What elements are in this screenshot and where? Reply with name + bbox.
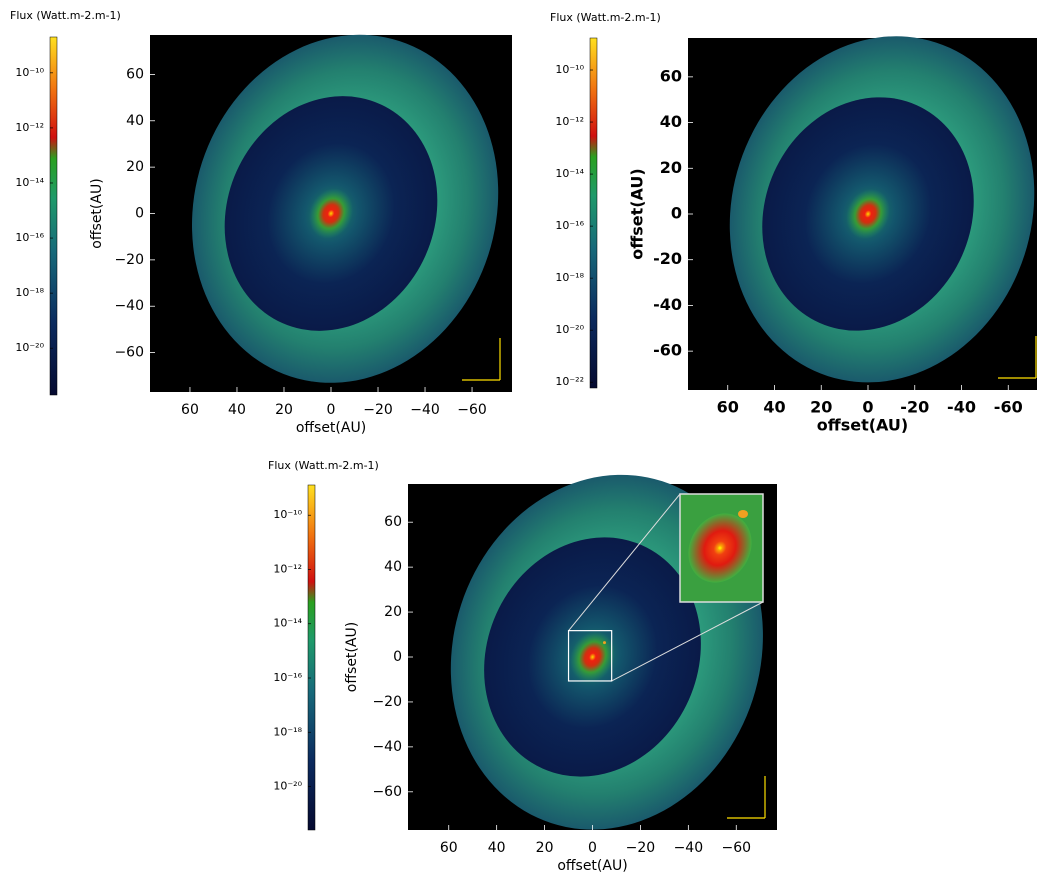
- x-tick-label: 60: [717, 398, 739, 417]
- y-tick-label: 40: [126, 113, 144, 129]
- x-tick-label: 0: [327, 402, 336, 418]
- colorbar-tick-label: 10⁻¹²: [15, 121, 44, 134]
- colorbar-tick-label: 10⁻¹⁸: [555, 271, 584, 284]
- colorbar-tick-label: 10⁻¹⁶: [273, 671, 302, 684]
- x-tick-label: −60: [457, 402, 487, 418]
- disk: [192, 34, 499, 383]
- y-tick-label: -40: [653, 295, 682, 314]
- x-tick-label: −60: [721, 840, 751, 856]
- zoom-companion: [738, 510, 748, 518]
- colorbar-tick-label: 10⁻¹⁰: [15, 66, 44, 79]
- compass-east: E: [984, 372, 992, 387]
- colorbar-tick-label: 10⁻¹⁸: [273, 725, 302, 738]
- x-tick-label: 20: [810, 398, 832, 417]
- x-tick-label: 40: [763, 398, 785, 417]
- x-axis-label: offset(AU): [557, 858, 627, 874]
- disk: [729, 36, 1035, 383]
- colorbar-tick-label: 10⁻²⁰: [273, 780, 302, 793]
- central-source: [846, 188, 890, 240]
- x-tick-label: -40: [947, 398, 976, 417]
- y-tick-label: −60: [114, 345, 144, 361]
- colorbar-tick-label: 10⁻¹⁰: [273, 508, 302, 521]
- y-tick-label: 40: [384, 559, 402, 575]
- colorbar-tick-label: 10⁻¹⁰: [555, 63, 584, 76]
- zoom-source-box: [567, 630, 613, 682]
- colorbar: [307, 484, 316, 831]
- colorbar-tick-label: 10⁻¹²: [555, 115, 584, 128]
- x-tick-label: 20: [536, 840, 554, 856]
- y-axis-label: offset(AU): [628, 168, 647, 259]
- y-tick-label: 20: [126, 159, 144, 175]
- zoom-line: [611, 601, 764, 682]
- x-tick-label: −40: [410, 402, 440, 418]
- colorbar-tick-label: 10⁻¹⁶: [555, 219, 584, 232]
- colorbar-label: Flux (Watt.m-2.m-1): [268, 459, 379, 472]
- colorbar-tick-label: 10⁻¹⁴: [555, 167, 584, 180]
- compass-north: N: [492, 321, 502, 336]
- central-source: [308, 188, 354, 239]
- y-tick-label: 20: [384, 604, 402, 620]
- colorbar-tick-label: 10⁻²⁰: [15, 341, 44, 354]
- x-tick-label: 0: [588, 840, 597, 856]
- y-tick-label: 40: [660, 112, 682, 131]
- compass-east: E: [713, 812, 721, 827]
- y-tick-label: −40: [372, 739, 402, 755]
- x-axis-label: offset(AU): [817, 416, 908, 435]
- compass-north: N: [757, 759, 767, 774]
- y-tick-label: −40: [114, 298, 144, 314]
- colorbar: [49, 36, 58, 396]
- y-tick-label: -60: [653, 341, 682, 360]
- y-tick-label: 60: [660, 66, 682, 85]
- colorbar-tick-label: 10⁻¹⁴: [273, 617, 302, 630]
- colorbar-tick-label: 10⁻¹⁶: [15, 231, 44, 244]
- x-tick-label: 40: [488, 840, 506, 856]
- y-tick-label: -20: [653, 249, 682, 268]
- central-source: [570, 631, 615, 683]
- colorbar-label: Flux (Watt.m-2.m-1): [10, 9, 121, 22]
- colorbar-tick-label: 10⁻¹⁴: [15, 176, 44, 189]
- colorbar-label: Flux (Watt.m-2.m-1): [550, 11, 661, 24]
- x-tick-label: 60: [181, 402, 199, 418]
- y-tick-label: 20: [660, 158, 682, 177]
- y-tick-label: 0: [135, 206, 144, 222]
- compass-north: N: [1028, 319, 1037, 334]
- x-tick-label: -20: [900, 398, 929, 417]
- companion: [602, 641, 606, 645]
- colorbar-tick-label: 10⁻¹⁸: [15, 286, 44, 299]
- x-tick-label: −40: [674, 840, 704, 856]
- x-tick-label: 60: [440, 840, 458, 856]
- colorbar-tick-label: 10⁻¹²: [273, 562, 302, 575]
- y-tick-label: 0: [671, 204, 682, 223]
- y-tick-label: −20: [372, 694, 402, 710]
- y-tick-label: −20: [114, 252, 144, 268]
- y-axis-label: offset(AU): [344, 622, 360, 692]
- y-tick-label: −60: [372, 784, 402, 800]
- y-tick-label: 0: [393, 649, 402, 665]
- zoom-star: [718, 546, 722, 550]
- x-tick-label: -60: [994, 398, 1023, 417]
- x-tick-label: 20: [275, 402, 293, 418]
- colorbar: [589, 37, 598, 389]
- x-tick-label: 0: [862, 398, 873, 417]
- x-tick-label: −20: [626, 840, 656, 856]
- x-tick-label: 40: [228, 402, 246, 418]
- y-axis-label: offset(AU): [89, 178, 105, 248]
- compass-east: E: [448, 374, 456, 389]
- x-tick-label: −20: [363, 402, 393, 418]
- colorbar-tick-label: 10⁻²²: [555, 375, 584, 388]
- colorbar-tick-label: 10⁻²⁰: [555, 323, 584, 336]
- zoom-line: [568, 493, 681, 631]
- x-axis-label: offset(AU): [296, 420, 366, 436]
- y-tick-label: 60: [384, 514, 402, 530]
- y-tick-label: 60: [126, 66, 144, 82]
